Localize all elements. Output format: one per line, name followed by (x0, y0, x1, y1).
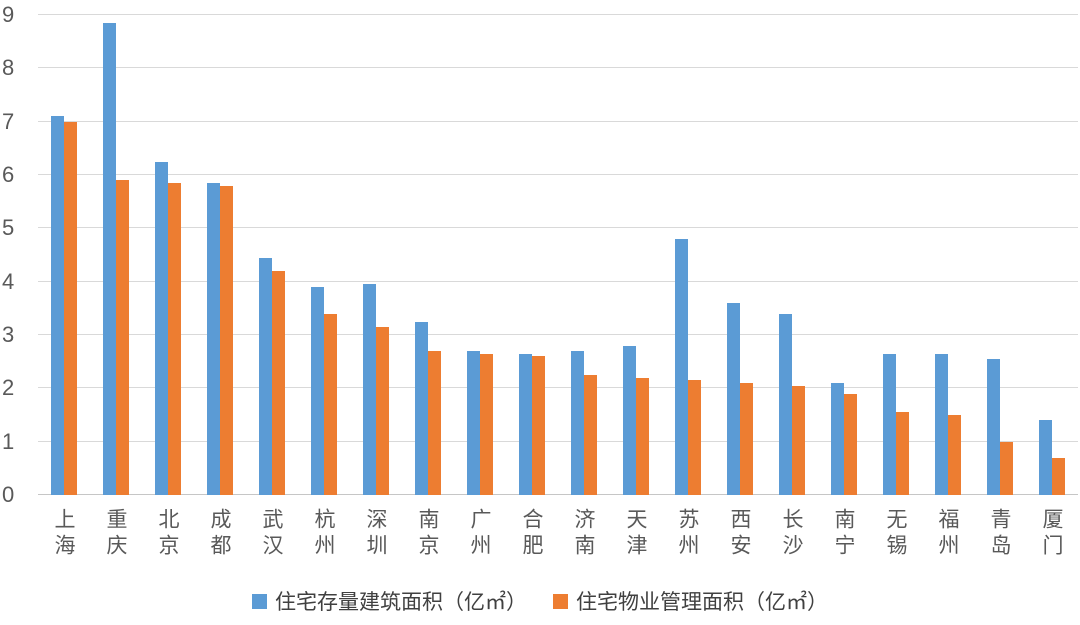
bar-series-2-苏州 (688, 380, 701, 495)
bar-series-1-长沙 (779, 313, 792, 495)
gridline (38, 120, 1078, 122)
x-axis-category-label: 天津 (624, 508, 648, 560)
bar-series-1-重庆 (103, 23, 116, 495)
bar-series-2-广州 (480, 353, 493, 495)
y-axis-tick-label: 6 (2, 162, 15, 187)
x-axis-category-label: 深圳 (364, 508, 388, 560)
bar-series-1-深圳 (363, 284, 376, 495)
x-axis-category-label: 西安 (728, 508, 752, 560)
bar-series-1-苏州 (675, 239, 688, 495)
plot-area (38, 14, 1078, 495)
bar-series-2-厦门 (1052, 457, 1065, 495)
x-axis-category-label: 杭州 (312, 508, 336, 560)
bar-series-1-西安 (727, 303, 740, 495)
bar-series-1-南京 (415, 321, 428, 495)
legend-item-series-1: 住宅存量建筑面积（亿㎡） (252, 586, 527, 616)
bar-series-1-福州 (935, 353, 948, 495)
bar-series-1-无锡 (883, 353, 896, 495)
x-axis-category-label: 武汉 (260, 508, 284, 560)
x-axis-category-label: 广州 (468, 508, 492, 560)
bar-series-2-福州 (948, 415, 961, 495)
bar-series-1-厦门 (1039, 420, 1052, 495)
legend-label: 住宅存量建筑面积（亿㎡） (275, 590, 527, 614)
bar-series-1-成都 (207, 183, 220, 495)
gridline (38, 174, 1078, 175)
bar-series-2-杭州 (324, 313, 337, 495)
gridline (38, 227, 1078, 229)
legend-swatch-icon (252, 593, 267, 609)
x-axis-category-label: 重庆 (104, 508, 128, 560)
gridline (38, 14, 1078, 15)
bar-series-2-济南 (584, 375, 597, 495)
x-axis-category-label: 厦门 (1040, 508, 1064, 560)
y-axis-tick-label: 5 (2, 215, 15, 241)
gridline (38, 440, 1078, 442)
y-axis-tick-label: 8 (2, 55, 15, 81)
bar-series-2-天津 (636, 377, 649, 495)
bar-series-2-西安 (740, 383, 753, 495)
y-axis-tick-label: 3 (2, 322, 15, 347)
bar-series-2-重庆 (116, 180, 129, 495)
x-axis-category-label: 南京 (416, 508, 440, 560)
bar-series-2-青岛 (1000, 441, 1013, 495)
bar-series-2-成都 (220, 185, 233, 495)
bar-series-1-青岛 (987, 359, 1000, 495)
y-axis-tick-label: 9 (2, 2, 15, 27)
legend: 住宅存量建筑面积（亿㎡） 住宅物业管理面积（亿㎡） (0, 586, 1080, 616)
bar-series-2-南宁 (844, 393, 857, 495)
bar-series-1-武汉 (259, 257, 272, 495)
bar-series-2-合肥 (532, 356, 545, 495)
gridline (38, 494, 1078, 495)
legend-item-series-2: 住宅物业管理面积（亿㎡） (553, 586, 828, 616)
gridline (38, 67, 1078, 69)
y-axis-tick-label: 1 (2, 428, 15, 454)
legend-label: 住宅物业管理面积（亿㎡） (576, 590, 828, 614)
y-axis-tick-label: 4 (2, 268, 15, 294)
gridline (38, 334, 1078, 335)
x-axis-category-label: 苏州 (676, 508, 700, 560)
bar-series-1-合肥 (519, 353, 532, 495)
bar-series-2-武汉 (272, 271, 285, 495)
bar-series-1-南宁 (831, 383, 844, 495)
bar-series-1-济南 (571, 351, 584, 495)
gridline (38, 387, 1078, 389)
bar-series-2-长沙 (792, 385, 805, 495)
x-axis-category-label: 合肥 (520, 508, 544, 560)
y-axis-tick-label: 7 (2, 108, 15, 134)
bar-series-1-杭州 (311, 287, 324, 495)
legend-swatch-icon (553, 593, 568, 609)
bar-series-2-无锡 (896, 412, 909, 495)
bar-series-2-北京 (168, 183, 181, 495)
y-axis-tick-label: 2 (2, 375, 15, 401)
x-axis-category-label: 南宁 (832, 508, 856, 560)
x-axis-category-label: 北京 (156, 508, 180, 560)
y-axis-tick-label: 0 (2, 482, 15, 507)
bar-series-1-天津 (623, 345, 636, 495)
x-axis-category-label: 上海 (52, 508, 76, 560)
bar-series-1-上海 (51, 116, 64, 495)
gridline (38, 280, 1078, 282)
bar-series-2-深圳 (376, 327, 389, 495)
x-axis-category-label: 成都 (208, 508, 232, 560)
bar-series-1-广州 (467, 351, 480, 495)
x-axis-category-label: 济南 (572, 508, 596, 560)
x-axis-category-label: 福州 (936, 508, 960, 560)
bar-series-1-北京 (155, 161, 168, 495)
x-axis-category-label: 青岛 (988, 508, 1012, 560)
x-axis-category-label: 长沙 (780, 508, 804, 560)
bar-series-2-上海 (64, 121, 77, 495)
x-axis-category-label: 无锡 (884, 508, 908, 560)
bar-series-2-南京 (428, 351, 441, 495)
